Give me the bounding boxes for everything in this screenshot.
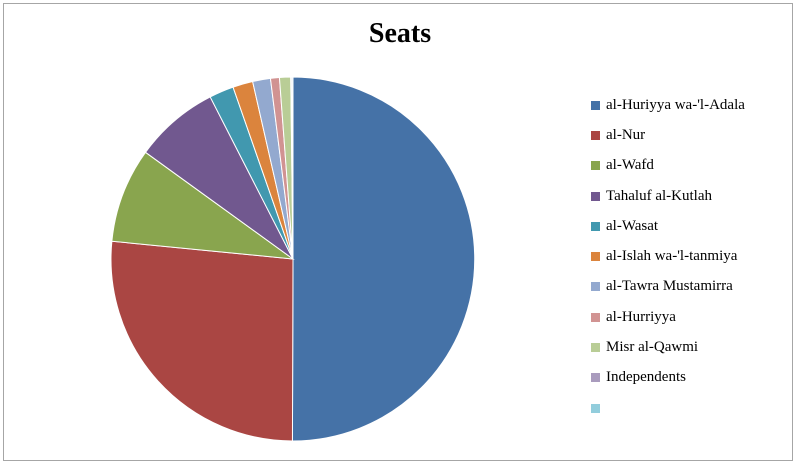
legend-item: al-Nur <box>591 120 745 150</box>
legend-swatch <box>591 312 600 322</box>
legend-swatch <box>591 343 600 353</box>
legend-item: Misr al-Qawmi <box>591 332 745 362</box>
legend-label: al-Wasat <box>606 217 659 234</box>
legend-swatch <box>591 403 600 413</box>
legend-item: al-Tawra Mustamirra <box>591 272 745 302</box>
legend-item: Independents <box>591 363 745 393</box>
legend-item: Tahaluf al-Kutlah <box>591 181 745 211</box>
legend-label: al-Tawra Mustamirra <box>606 278 733 295</box>
legend-swatch <box>591 282 600 292</box>
legend-swatch <box>591 161 600 171</box>
legend-label: al-Hurriyya <box>606 308 676 325</box>
legend-swatch <box>591 191 600 201</box>
legend-label: al-Nur <box>606 126 646 143</box>
legend-label: Independents <box>606 369 686 386</box>
legend-swatch <box>591 100 600 110</box>
legend-item: al-Wasat <box>591 211 745 241</box>
chart-legend: al-Huriyya wa-'l-Adala al-Nur al-Wafd Tahal… <box>591 90 745 423</box>
legend-item <box>591 393 745 423</box>
legend-label: al-Huriyya wa-'l-Adala <box>606 96 745 113</box>
legend-item: al-Islah wa-'l-tanmiya <box>591 241 745 271</box>
legend-label: Tahaluf al-Kutlah <box>606 187 712 204</box>
legend-swatch <box>591 221 600 231</box>
chart-title: Seats <box>368 18 432 49</box>
pie-slice-0 <box>291 76 476 442</box>
legend-label: al-Wafd <box>606 157 654 174</box>
legend-swatch <box>591 252 600 262</box>
legend-label: al-Islah wa-'l-tanmiya <box>606 248 738 265</box>
pie-slice-10 <box>291 76 294 260</box>
legend-swatch <box>591 373 600 383</box>
legend-swatch <box>591 130 600 140</box>
pie-slice-2 <box>111 151 295 260</box>
legend-item: al-Wafd <box>591 151 745 181</box>
legend-item: al-Hurriyya <box>591 302 745 332</box>
legend-item: al-Huriyya wa-'l-Adala <box>591 90 745 120</box>
legend-label: Misr al-Qawmi <box>606 339 699 356</box>
pie-slice-1 <box>110 240 294 442</box>
